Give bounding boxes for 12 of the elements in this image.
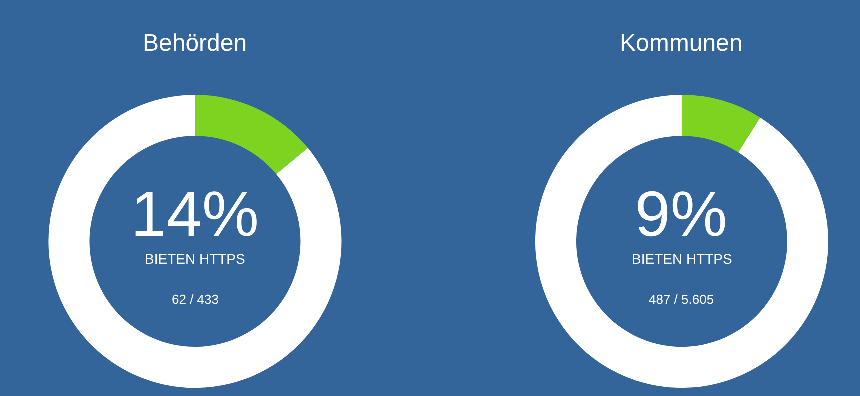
text: 487 / 5.605	[649, 292, 714, 307]
text: 9%	[635, 178, 728, 250]
donut-slice	[195, 95, 308, 174]
chart-title: Behörden	[143, 30, 248, 57]
donut-slice	[48, 95, 342, 388]
text: 62 / 433	[172, 292, 219, 307]
chart-title: Kommunen	[620, 30, 743, 57]
donut-slice	[535, 95, 828, 388]
text: BIETEN HTTPS	[145, 251, 246, 267]
donut-slice	[682, 95, 760, 152]
text: 14%	[131, 178, 260, 250]
text: BIETEN HTTPS	[632, 251, 732, 267]
